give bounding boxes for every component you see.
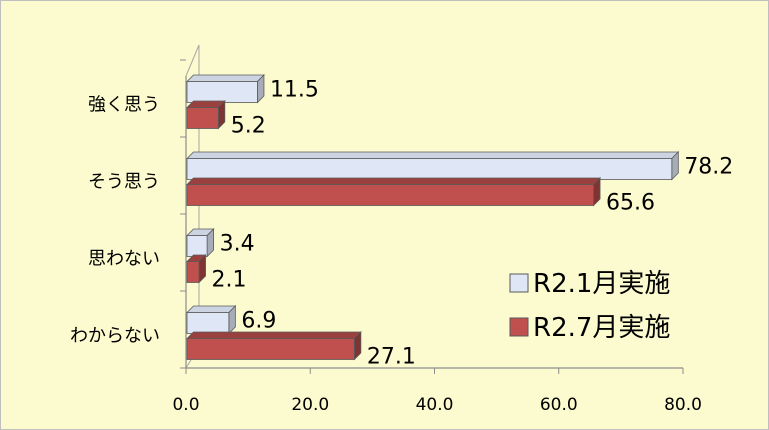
x-tick-label: 80.0 bbox=[664, 395, 702, 415]
x-tick-label: 60.0 bbox=[540, 395, 578, 415]
category-label: そう思う bbox=[88, 172, 160, 193]
bar bbox=[186, 254, 207, 284]
bar bbox=[186, 331, 362, 361]
legend-swatch bbox=[509, 273, 529, 293]
bar-front-face bbox=[186, 312, 230, 334]
data-labels: 11.55.2 78.2 65.6 3.4 2.1 6.9 27.1 bbox=[212, 78, 734, 370]
data-label: 11.5 bbox=[270, 78, 319, 103]
data-label: 6.9 bbox=[241, 309, 276, 334]
legend-label: R2.1月実施 bbox=[533, 269, 670, 299]
x-tick-label: 0.0 bbox=[172, 395, 199, 415]
bar-front-face bbox=[186, 184, 594, 206]
bar-top-face bbox=[186, 151, 680, 159]
bar-front-face bbox=[186, 158, 673, 180]
bar bbox=[186, 177, 602, 207]
data-label: 65.6 bbox=[606, 191, 655, 216]
legend: R2.1月実施 R2.7月実施 bbox=[509, 269, 670, 343]
bar-top-face bbox=[186, 74, 265, 82]
bar-front-face bbox=[186, 235, 208, 257]
bar bbox=[186, 228, 215, 258]
x-tick-label: 20.0 bbox=[291, 395, 329, 415]
category-label: わからない bbox=[70, 326, 160, 347]
bar bbox=[186, 100, 226, 130]
bar-front-face bbox=[186, 81, 258, 103]
bar bbox=[186, 305, 237, 335]
data-label: 3.4 bbox=[220, 232, 255, 257]
data-label: 5.2 bbox=[231, 114, 266, 139]
bar bbox=[186, 74, 265, 104]
legend-label: R2.7月実施 bbox=[533, 313, 670, 343]
axis-depth-top bbox=[185, 44, 200, 77]
data-label: 27.1 bbox=[367, 345, 416, 370]
x-tick-label: 40.0 bbox=[416, 395, 454, 415]
bar-front-face bbox=[186, 338, 355, 360]
bar bbox=[186, 151, 680, 181]
data-label: 2.1 bbox=[212, 268, 247, 293]
legend-swatch bbox=[509, 317, 529, 337]
bar-top-face bbox=[186, 305, 237, 313]
data-label: 78.2 bbox=[684, 155, 733, 180]
bars bbox=[186, 74, 680, 361]
category-label: 強く思う bbox=[88, 95, 160, 116]
category-label: 思わない bbox=[88, 249, 160, 270]
bar-front-face bbox=[186, 107, 219, 129]
bar-top-face bbox=[186, 177, 602, 185]
bar-front-face bbox=[186, 261, 200, 283]
